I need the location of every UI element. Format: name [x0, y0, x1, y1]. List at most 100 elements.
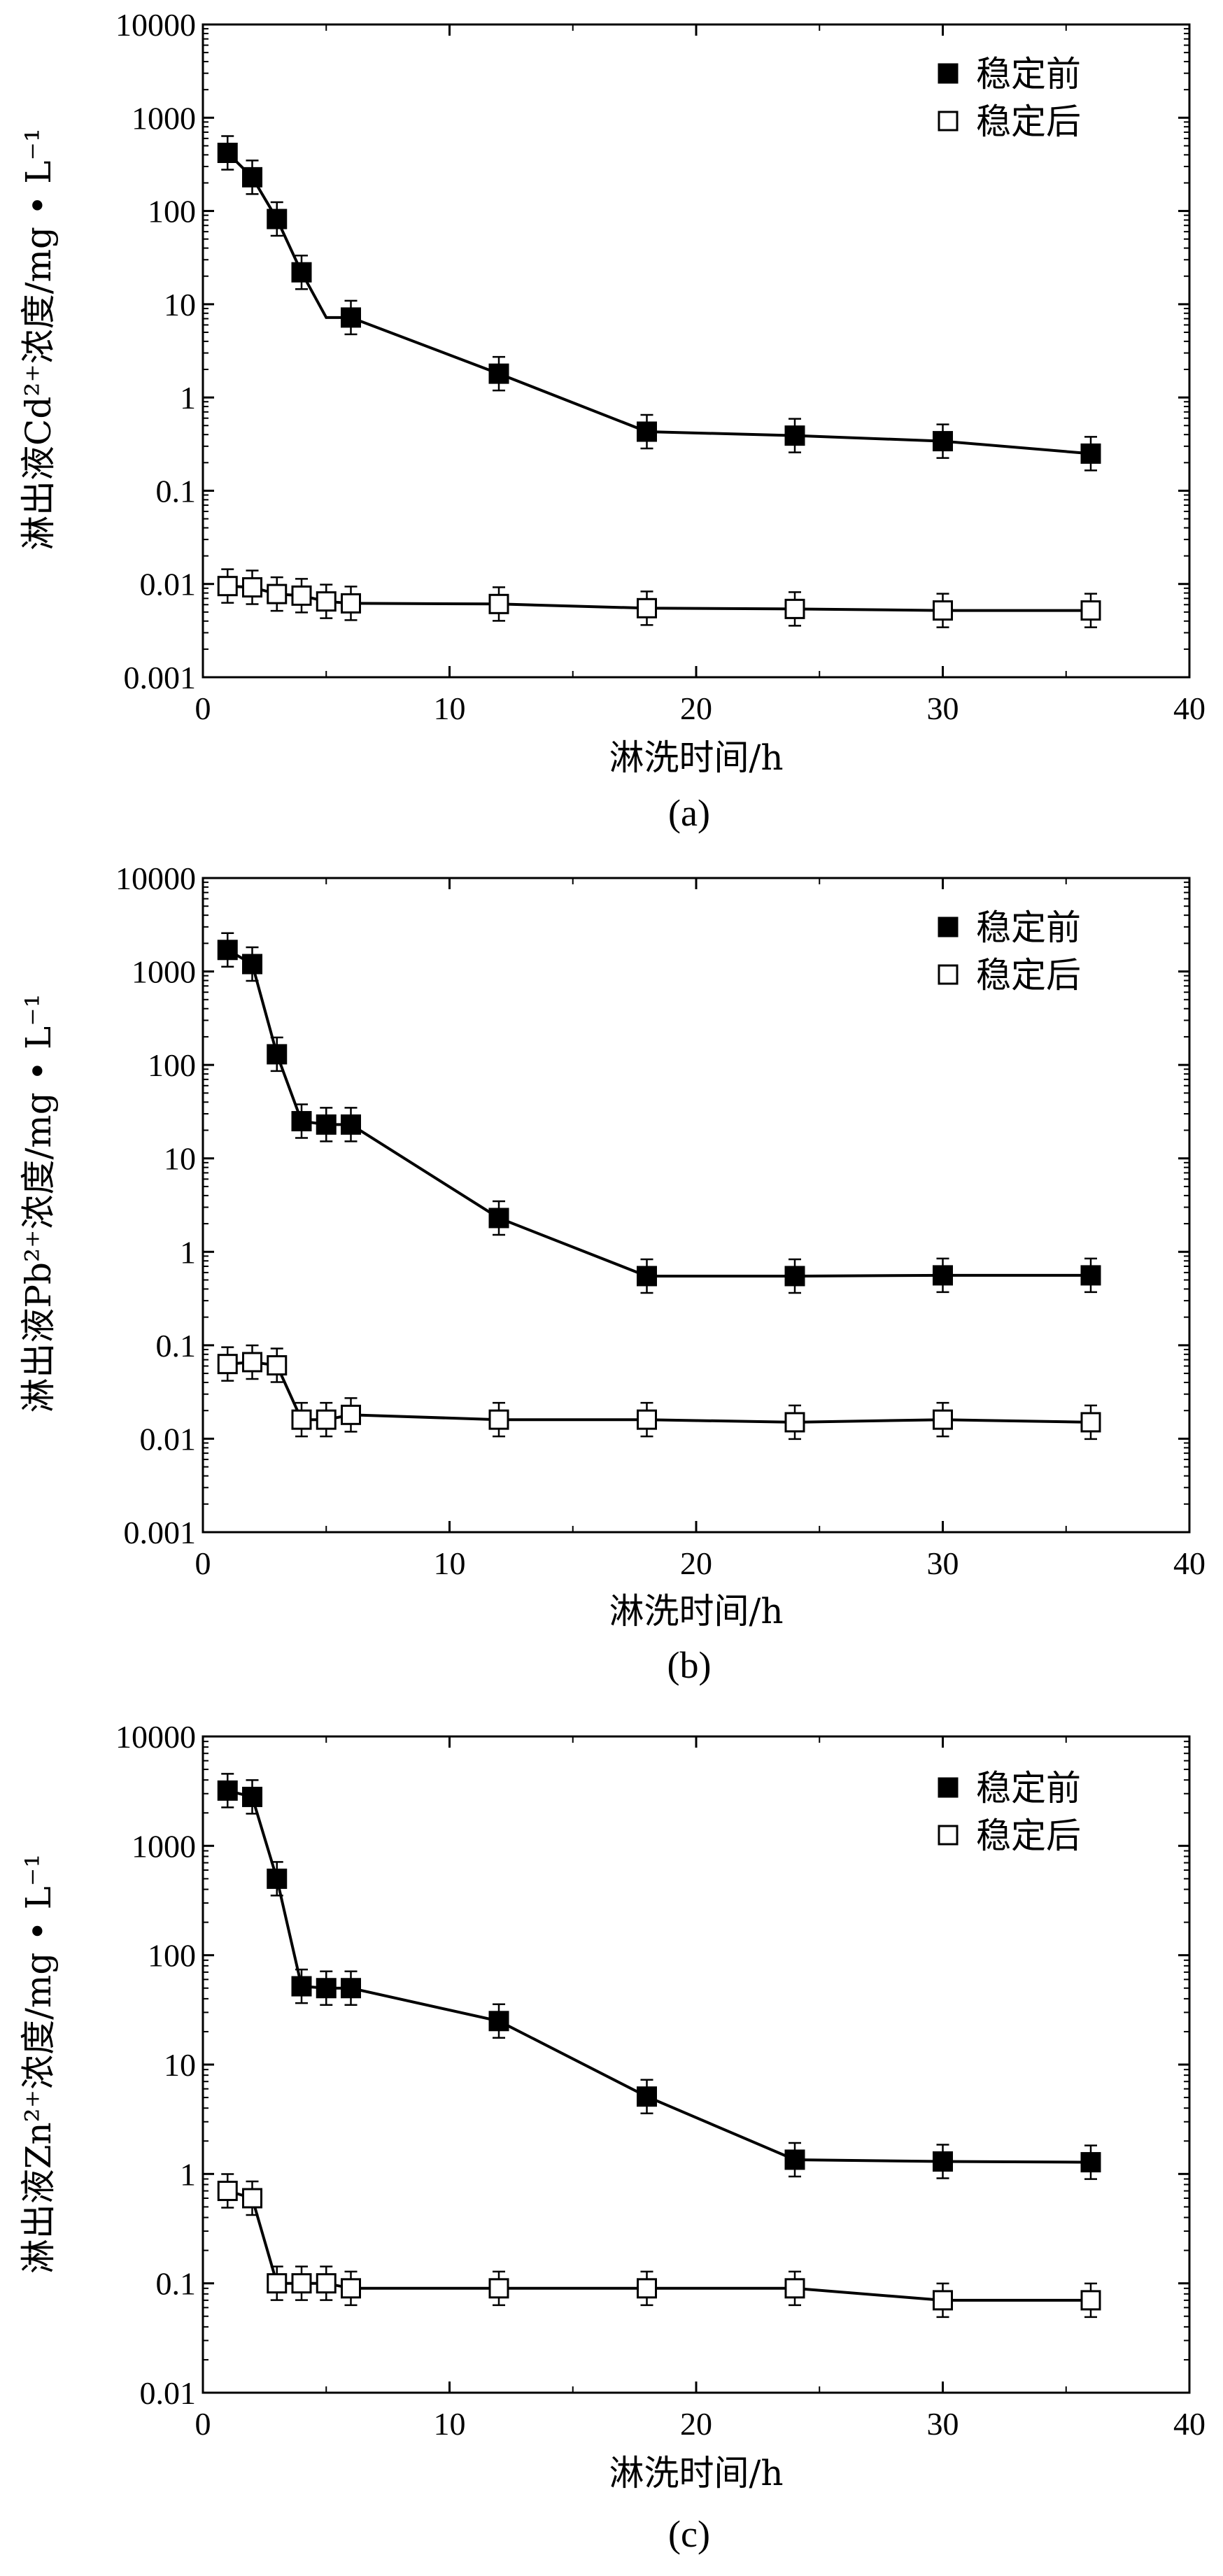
x-axis-title: 淋洗时间/h [609, 2453, 783, 2493]
x-tick-label: 10 [434, 1545, 466, 1581]
data-point-2 [217, 2181, 238, 2202]
data-point-2 [637, 2278, 657, 2299]
data-point-2 [242, 1352, 262, 1373]
y-tick-label: 10 [164, 1141, 196, 1177]
data-point-2 [341, 2278, 361, 2299]
data-point-2 [784, 598, 805, 619]
data-point-1 [242, 954, 262, 975]
data-point-1 [933, 431, 953, 452]
y-tick-label: 1000 [132, 1828, 196, 1864]
data-point-2 [267, 1355, 288, 1376]
y-tick-label: 100 [148, 1938, 196, 1974]
data-point-2 [488, 593, 509, 614]
legend-label-2: 稳定后 [976, 955, 1081, 996]
data-point-1 [637, 2086, 657, 2107]
y-tick-label: 0.001 [124, 660, 197, 695]
data-point-2 [267, 2273, 288, 2294]
y-tick-label: 1000 [132, 100, 196, 136]
x-tick-label: 10 [434, 691, 466, 726]
data-point-2 [217, 1354, 238, 1375]
data-point-1 [933, 1265, 953, 1286]
data-point-2 [1080, 600, 1101, 621]
data-point-2 [242, 2188, 262, 2209]
data-point-1 [341, 1978, 361, 1999]
x-tick-label: 20 [680, 2406, 712, 2442]
legend-marker-2 [938, 1825, 959, 1846]
data-point-1 [784, 2149, 805, 2170]
x-tick-label: 30 [927, 691, 959, 726]
chart-panel-3: 0 10 20 30 40 0.01 0.1 1 10 100 1000 10000 淋洗时间/h 淋出液… [18, 1719, 1206, 2555]
data-point-2 [637, 597, 657, 618]
x-axis-title: 淋洗时间/h [609, 737, 783, 778]
data-point-1 [637, 1266, 657, 1287]
x-tick-label: 40 [1173, 1545, 1206, 1581]
data-point-1 [488, 1208, 509, 1229]
legend-label-2: 稳定后 [976, 101, 1081, 142]
data-point-1 [291, 1111, 312, 1132]
chart-panel-1: 0 10 20 30 40 0.001 0.01 0.1 1 10 100 1000 10000 淋洗时间… [18, 7, 1206, 834]
y-tick-label: 0.1 [156, 2266, 197, 2302]
data-point-1 [784, 425, 805, 446]
y-axis-title: 淋出液Pb²⁺浓度/mg • L⁻¹ [18, 993, 59, 1413]
panel-caption: (b) [667, 1644, 712, 1686]
legend-marker-2 [938, 111, 959, 132]
data-point-2 [933, 600, 953, 621]
y-tick-label: 10 [164, 287, 196, 323]
y-tick-label: 10000 [115, 861, 196, 896]
data-point-2 [291, 2273, 312, 2294]
data-point-2 [341, 1404, 361, 1425]
legend-marker-1 [938, 1777, 959, 1798]
data-point-1 [1080, 443, 1101, 464]
x-tick-label: 30 [927, 2406, 959, 2442]
data-point-1 [267, 208, 288, 229]
x-tick-label: 40 [1173, 2406, 1206, 2442]
data-point-2 [784, 1412, 805, 1433]
data-point-1 [1080, 2152, 1101, 2173]
x-tick-label: 20 [680, 1545, 712, 1581]
data-point-2 [217, 576, 238, 597]
chart-panel-2: 0 10 20 30 40 0.001 0.01 0.1 1 10 100 1000 10000 淋洗时间… [18, 861, 1206, 1686]
data-point-1 [1080, 1265, 1101, 1286]
legend-label-1: 稳定前 [976, 1768, 1081, 1809]
y-tick-label: 100 [148, 1047, 196, 1083]
data-point-2 [637, 1409, 657, 1430]
y-tick-label: 1 [180, 1234, 196, 1270]
data-point-2 [933, 2290, 953, 2311]
legend-label-1: 稳定前 [976, 54, 1081, 94]
x-tick-label: 0 [195, 2406, 211, 2442]
data-point-2 [933, 1409, 953, 1430]
data-point-2 [316, 2273, 337, 2294]
data-point-2 [1080, 2290, 1101, 2311]
data-point-2 [316, 591, 337, 612]
y-tick-label: 1 [180, 380, 196, 416]
legend-marker-1 [938, 63, 959, 84]
data-point-1 [242, 1786, 262, 1807]
data-point-1 [217, 143, 238, 164]
y-tick-label: 0.01 [140, 567, 197, 602]
y-axis-title: 淋出液Zn²⁺浓度/mg • L⁻¹ [18, 1854, 59, 2274]
data-point-1 [291, 262, 312, 283]
x-tick-label: 30 [927, 1545, 959, 1581]
data-point-1 [316, 1114, 337, 1135]
x-tick-label: 0 [195, 691, 211, 726]
y-tick-label: 10000 [115, 7, 196, 43]
data-point-1 [316, 1978, 337, 1999]
series-line-1 [227, 949, 1091, 1278]
x-tick-label: 40 [1173, 691, 1206, 726]
data-point-2 [267, 583, 288, 604]
data-point-1 [341, 1114, 361, 1135]
data-point-2 [242, 577, 262, 598]
panel-caption: (a) [668, 792, 710, 834]
y-tick-label: 1 [180, 2156, 196, 2192]
y-tick-label: 1000 [132, 954, 196, 990]
y-tick-label: 10000 [115, 1719, 196, 1755]
series-line-1 [226, 152, 1091, 455]
data-point-2 [316, 1409, 337, 1430]
x-tick-label: 0 [195, 1545, 211, 1581]
series-line-1 [227, 1789, 1091, 2164]
y-tick-label: 0.1 [156, 1328, 197, 1364]
x-axis-title: 淋洗时间/h [609, 1591, 783, 1632]
x-tick-label: 20 [680, 691, 712, 726]
data-point-1 [217, 1780, 238, 1801]
